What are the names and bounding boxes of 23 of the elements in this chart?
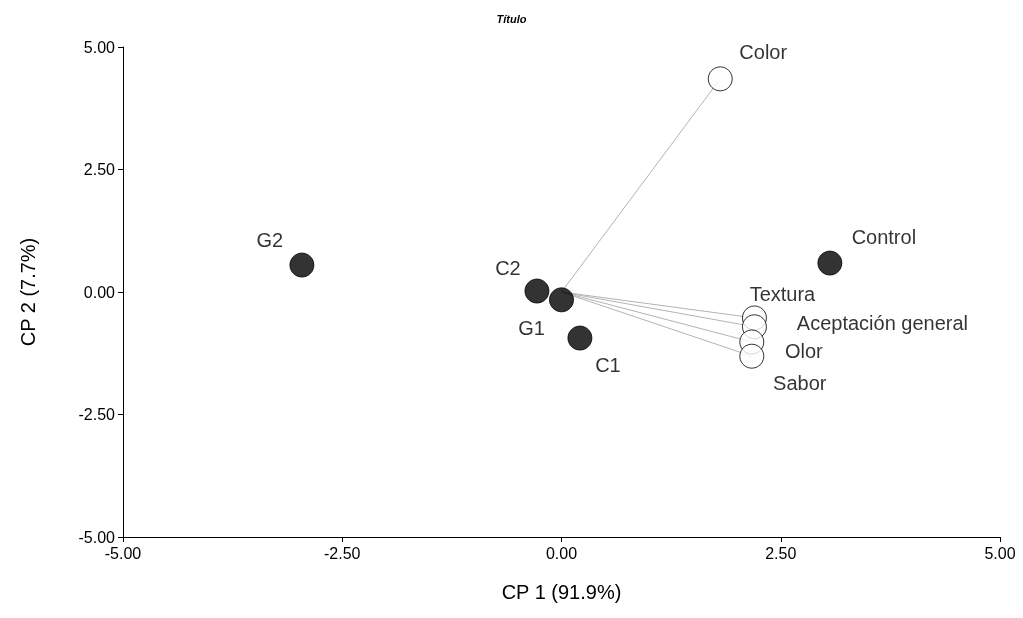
series-label: G2	[256, 229, 284, 252]
y-tick-label: 0.00	[83, 283, 116, 301]
series-label: Sabor	[773, 372, 827, 395]
x-tick-label: -2.50	[324, 544, 361, 562]
y-tick-label: 5.00	[83, 38, 116, 56]
x-tick-label: -5.00	[104, 544, 142, 562]
x-tick-label: 2.50	[765, 544, 797, 562]
series-label: Olor	[784, 339, 824, 362]
chart-title: Título	[496, 12, 527, 25]
series-label: Color	[739, 40, 788, 63]
series-label: G1	[518, 316, 545, 339]
y-tick-label: 2.50	[83, 161, 116, 178]
series-label: Control	[851, 226, 917, 249]
x-tick-label: 5.00	[984, 544, 1016, 562]
y-tick-label: -2.50	[78, 406, 116, 423]
x-axis-title: CP 1 (91.9%)	[501, 581, 622, 603]
series-label: C1	[595, 354, 621, 377]
series-label: C2	[495, 257, 521, 280]
y-tick-label: -5.00	[78, 528, 116, 546]
series-label: Aceptación general	[796, 311, 969, 334]
series-label: Textura	[749, 282, 817, 305]
y-axis-title: CP 2 (7.7%)	[17, 237, 39, 347]
x-tick-label: 0.00	[545, 544, 578, 562]
